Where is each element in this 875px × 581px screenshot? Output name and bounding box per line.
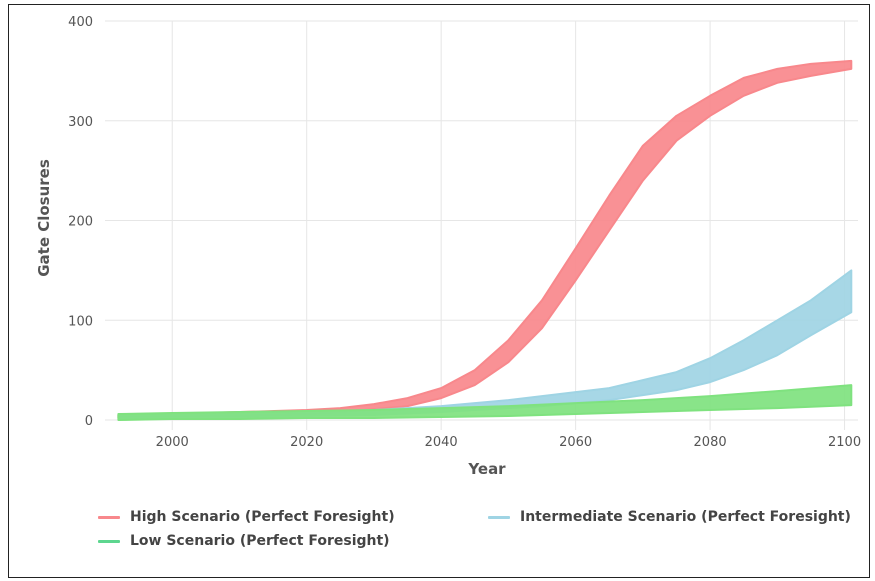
- high-scenario-band: [117, 59, 853, 419]
- tick-labels: 2000 2020 2040 2060 2080 2100 0 100 200 300 400: [68, 15, 861, 450]
- y-tick-label: 300: [68, 115, 93, 130]
- y-axis-title: Gate Closures: [35, 159, 53, 277]
- legend-item-high[interactable]: High Scenario (Perfect Foresight): [98, 509, 395, 525]
- legend-swatch-high: [98, 515, 120, 519]
- y-tick-label: 100: [68, 314, 93, 329]
- x-axis-title: Year: [467, 460, 506, 478]
- x-tick-label: 2000: [156, 435, 189, 450]
- legend-item-intermediate[interactable]: Intermediate Scenario (Perfect Foresight…: [488, 509, 851, 525]
- low-scenario-band: [117, 384, 853, 421]
- series-areas: [117, 59, 853, 421]
- legend-swatch-low: [98, 539, 120, 543]
- grid-lines: [105, 20, 858, 430]
- x-tick-label: 2020: [290, 435, 323, 450]
- legend-swatch-intermediate: [488, 515, 510, 519]
- y-tick-label: 200: [68, 215, 93, 230]
- x-tick-label: 2040: [425, 435, 458, 450]
- x-tick-label: 2060: [559, 435, 592, 450]
- x-tick-label: 2100: [828, 435, 861, 450]
- legend-label-high: High Scenario (Perfect Foresight): [130, 509, 395, 525]
- legend-item-low[interactable]: Low Scenario (Perfect Foresight): [98, 533, 390, 549]
- y-tick-label: 400: [68, 15, 93, 30]
- legend-label-low: Low Scenario (Perfect Foresight): [130, 533, 390, 549]
- legend-label-intermediate: Intermediate Scenario (Perfect Foresight…: [520, 509, 851, 525]
- chart-frame: [8, 4, 870, 578]
- x-tick-label: 2080: [694, 435, 727, 450]
- y-tick-label: 0: [85, 414, 93, 429]
